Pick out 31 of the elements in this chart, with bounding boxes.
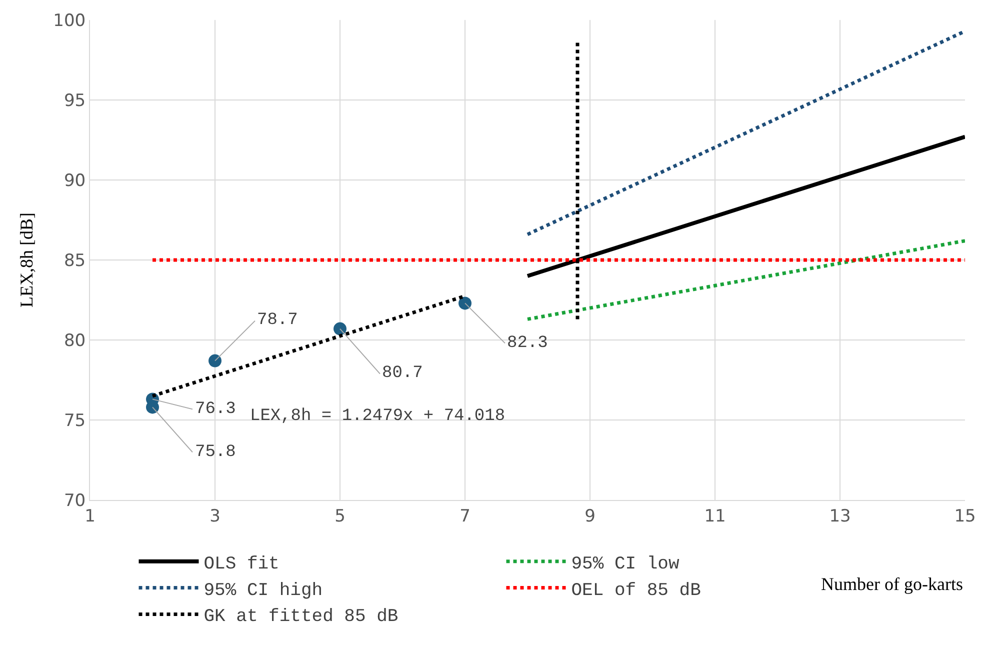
y-tick-label: 70 [64, 490, 86, 511]
x-tick-label: 7 [460, 506, 470, 526]
x-axis-title: Number of go-karts [821, 574, 963, 594]
y-tick-label: 90 [64, 170, 86, 191]
annotation: LEX,8h = 1.2479x + 74.018 [250, 407, 506, 426]
data-label: 75.8 [195, 443, 236, 462]
data-label: 76.3 [195, 400, 236, 419]
x-tick-label: 15 [954, 506, 976, 526]
x-tick-label: 9 [584, 506, 596, 526]
y-axis-title: LEX,8h [dB] [16, 212, 36, 308]
data-label: 82.3 [507, 334, 548, 353]
point [334, 322, 346, 336]
legend-label: GK at fitted 85 dB [204, 607, 398, 628]
x-tick-label: 5 [334, 506, 346, 526]
y-tick-label: 85 [64, 250, 86, 271]
y-tick-label: 95 [64, 90, 86, 111]
y-tick-label: 75 [64, 410, 86, 431]
y-tick-label: 100 [53, 10, 86, 31]
legend-label: 95% CI low [571, 554, 680, 574]
point [208, 354, 222, 368]
x-tick-label: 1 [84, 506, 96, 526]
data-label: 80.7 [382, 364, 423, 383]
point [458, 296, 472, 310]
x-tick-label: 11 [704, 506, 726, 526]
y-tick-label: 80 [64, 330, 86, 351]
legend-label: OLS fit [204, 554, 280, 574]
legend-label: OEL of 85 dB [571, 580, 702, 601]
x-tick-label: 13 [829, 506, 851, 526]
data-label: 78.7 [257, 311, 298, 330]
legend-label: 95% CI high [204, 580, 323, 601]
x-tick-label: 3 [210, 506, 220, 526]
